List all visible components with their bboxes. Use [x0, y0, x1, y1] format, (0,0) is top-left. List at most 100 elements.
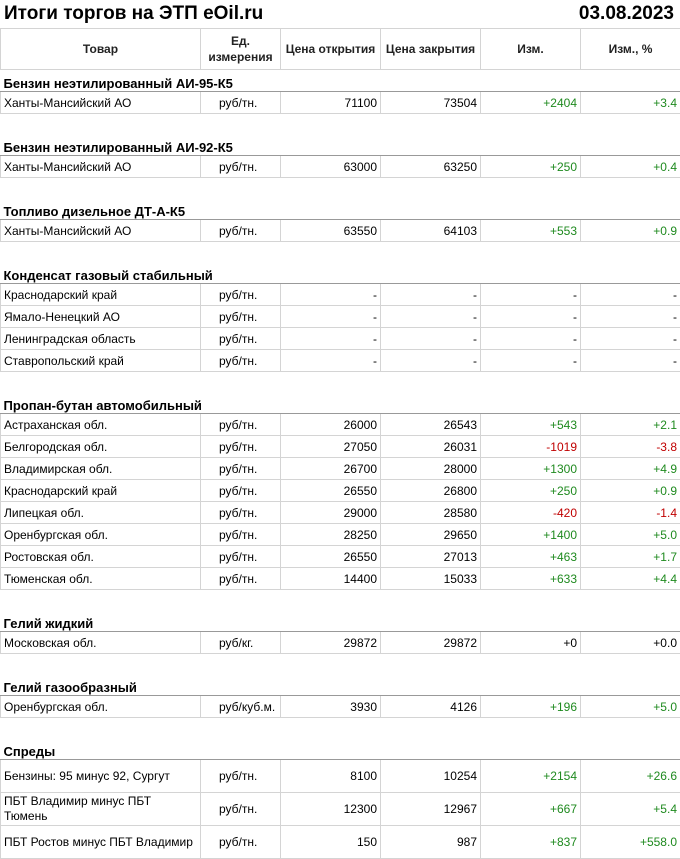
product: Ханты-Мансийский АО [1, 156, 201, 178]
product: Астраханская обл. [1, 414, 201, 436]
change-percent: +5.4 [581, 793, 680, 826]
close-price: 26800 [381, 480, 481, 502]
product: Ханты-Мансийский АО [1, 92, 201, 114]
column-header: Цена открытия [281, 29, 381, 70]
column-header: Ед. измерения [201, 29, 281, 70]
change-percent: +1.7 [581, 546, 680, 568]
open-price: 8100 [281, 760, 381, 793]
product: ПБТ Ростов минус ПБТ Владимир [1, 826, 201, 859]
product: Липецкая обл. [1, 502, 201, 524]
unit: руб/тн. [201, 156, 281, 178]
change: +633 [481, 568, 581, 590]
spacer [1, 242, 680, 263]
change: - [481, 328, 581, 350]
open-price: 29872 [281, 632, 381, 654]
change-percent: - [581, 350, 680, 372]
open-price: 27050 [281, 436, 381, 458]
change: +553 [481, 220, 581, 242]
close-price: - [381, 284, 481, 306]
product: Ростовская обл. [1, 546, 201, 568]
close-price: 27013 [381, 546, 481, 568]
unit: руб/тн. [201, 524, 281, 546]
unit: руб/тн. [201, 92, 281, 114]
close-price: 63250 [381, 156, 481, 178]
open-price: - [281, 284, 381, 306]
open-price: 26550 [281, 546, 381, 568]
product: Белгородская обл. [1, 436, 201, 458]
spacer [1, 178, 680, 199]
change: +2154 [481, 760, 581, 793]
change-percent: +5.0 [581, 524, 680, 546]
product: Ямало-Ненецкий АО [1, 306, 201, 328]
date: 03.08.2023 [579, 3, 674, 25]
section-row: Спреды [1, 738, 680, 760]
unit: руб/тн. [201, 826, 281, 859]
change-percent: +0.0 [581, 632, 680, 654]
close-price: 28000 [381, 458, 481, 480]
change-percent: +2.1 [581, 414, 680, 436]
unit: руб/тн. [201, 284, 281, 306]
product: ПБТ Владимир минус ПБТ Тюмень [1, 793, 201, 826]
spacer [1, 654, 680, 675]
section-row: Гелий жидкий [1, 610, 680, 632]
change: -420 [481, 502, 581, 524]
section-title: Спреды [1, 738, 680, 760]
change-percent: - [581, 328, 680, 350]
spacer-row [1, 178, 680, 199]
open-price: 26000 [281, 414, 381, 436]
change-percent: - [581, 306, 680, 328]
open-price: 63000 [281, 156, 381, 178]
change: +250 [481, 480, 581, 502]
spacer-row [1, 654, 680, 675]
spacer-row [1, 590, 680, 611]
section-title: Пропан-бутан автомобильный [1, 392, 680, 414]
close-price: 10254 [381, 760, 481, 793]
close-price: 12967 [381, 793, 481, 826]
open-price: 3930 [281, 696, 381, 718]
open-price: 150 [281, 826, 381, 859]
open-price: 14400 [281, 568, 381, 590]
unit: руб/куб.м. [201, 696, 281, 718]
section-row: Пропан-бутан автомобильный [1, 392, 680, 414]
spacer [1, 718, 680, 739]
unit: руб/тн. [201, 568, 281, 590]
change-percent: +558.0 [581, 826, 680, 859]
close-price: 26543 [381, 414, 481, 436]
section-row: Бензин неэтилированный АИ-92-К5 [1, 134, 680, 156]
spacer-row [1, 242, 680, 263]
product: Владимирская обл. [1, 458, 201, 480]
open-price: 12300 [281, 793, 381, 826]
change-percent: +3.4 [581, 92, 680, 114]
close-price: 64103 [381, 220, 481, 242]
close-price: 987 [381, 826, 481, 859]
header: Итоги торгов на ЭТП eOil.ru 03.08.2023 [0, 0, 680, 28]
product: Ставропольский край [1, 350, 201, 372]
open-price: 71100 [281, 92, 381, 114]
change: +0 [481, 632, 581, 654]
spacer-row [1, 114, 680, 135]
change: +667 [481, 793, 581, 826]
open-price: 28250 [281, 524, 381, 546]
column-header: Изм. [481, 29, 581, 70]
close-price: 29650 [381, 524, 481, 546]
change-percent: +4.4 [581, 568, 680, 590]
spacer [1, 114, 680, 135]
unit: руб/тн. [201, 760, 281, 793]
close-price: 15033 [381, 568, 481, 590]
unit: руб/тн. [201, 220, 281, 242]
change: +1300 [481, 458, 581, 480]
unit: руб/кг. [201, 632, 281, 654]
product: Ханты-Мансийский АО [1, 220, 201, 242]
open-price: - [281, 306, 381, 328]
